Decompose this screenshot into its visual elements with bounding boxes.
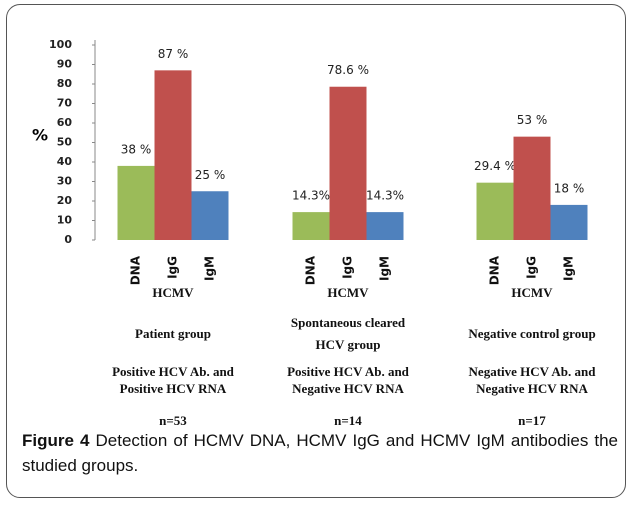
caption: Figure 4 Detection of HCMV DNA, HCMV IgG… [22, 428, 618, 478]
group-description: Positive HCV Ab. and [112, 364, 235, 379]
frame [6, 4, 626, 498]
bar [550, 204, 588, 240]
y-tick-label: 20 [57, 194, 73, 207]
group-name: Patient group [135, 326, 211, 341]
y-tick-label: 100 [49, 38, 72, 51]
group-description: Positive HCV RNA [120, 381, 227, 396]
group-n: n=14 [334, 413, 362, 428]
value-label: 53 % [517, 113, 548, 127]
series-label: IgG [525, 256, 539, 279]
series-label: IgM [203, 256, 217, 281]
y-tick-label: 60 [57, 116, 73, 129]
series-label: DNA [304, 255, 318, 285]
series-label: IgM [378, 256, 392, 281]
y-tick-label: 80 [57, 77, 73, 90]
caption-label: Figure 4 [22, 431, 90, 450]
bar [329, 86, 367, 240]
bar [513, 136, 551, 240]
y-tick-label: 30 [57, 175, 73, 188]
y-tick-label: 40 [57, 155, 73, 168]
category-label: HCMV [511, 285, 553, 300]
group-n: n=53 [159, 413, 187, 428]
value-label: 18 % [554, 181, 585, 195]
group-name: Spontaneous cleared [291, 315, 406, 330]
value-label: 38 % [121, 142, 152, 156]
group-description: Negative HCV Ab. and [469, 364, 597, 379]
value-label: 29.4 % [474, 159, 516, 173]
series-label: DNA [488, 255, 502, 285]
group-description: Negative HCV RNA [292, 381, 404, 396]
bar [292, 212, 330, 240]
bar [154, 70, 192, 240]
group-description: Positive HCV Ab. and [287, 364, 410, 379]
value-label: 14.3% [366, 189, 404, 203]
series-label: IgG [341, 256, 355, 279]
bar [117, 165, 155, 240]
group-name: Negative control group [468, 326, 595, 341]
series-label: IgM [562, 256, 576, 281]
bar [476, 182, 514, 240]
y-tick-label: 0 [64, 233, 72, 246]
value-label: 78.6 % [327, 63, 369, 77]
y-tick-label: 50 [57, 136, 73, 149]
series-label: DNA [129, 255, 143, 285]
bar [191, 191, 229, 240]
series-label: IgG [166, 256, 180, 279]
group-name: HCV group [316, 337, 381, 352]
category-label: HCMV [327, 285, 369, 300]
y-tick-label: 70 [57, 97, 73, 110]
caption-text: Detection of HCMV DNA, HCMV IgG and HCMV… [22, 431, 619, 475]
bar [366, 212, 404, 240]
value-label: 14.3% [292, 189, 330, 203]
category-label: HCMV [152, 285, 194, 300]
y-axis-label: % [32, 126, 48, 145]
y-tick-label: 90 [57, 58, 73, 71]
y-tick-label: 10 [57, 214, 73, 227]
group-n: n=17 [518, 413, 546, 428]
group-description: Negative HCV RNA [476, 381, 588, 396]
value-label: 25 % [195, 168, 226, 182]
value-label: 87 % [158, 47, 189, 61]
